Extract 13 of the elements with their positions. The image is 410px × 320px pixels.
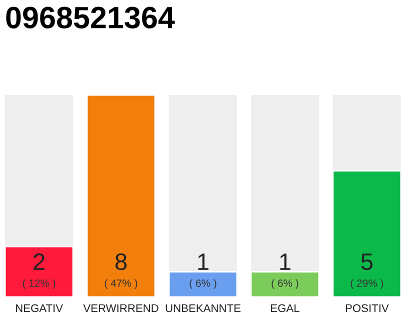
data-label: 8 ( 47% ) — [104, 253, 138, 289]
data-label: 5 ( 29% ) — [350, 254, 384, 289]
data-label: 1 ( 6% ) — [190, 254, 216, 289]
x-tick-label: VERWIRREND — [83, 304, 158, 312]
data-label: 2 ( 12% ) — [22, 253, 56, 289]
bar — [250, 271, 320, 297]
x-tick-label: EGAL — [271, 304, 300, 312]
x-tick-label: POSITIV — [346, 304, 389, 312]
bar — [168, 271, 238, 297]
x-tick-label: UNBEKANNTE — [166, 304, 240, 312]
data-label: 1 ( 6% ) — [272, 254, 298, 289]
x-tick-label: NEGATIV — [16, 304, 63, 312]
chart-title: 0968521364 — [6, 6, 175, 28]
